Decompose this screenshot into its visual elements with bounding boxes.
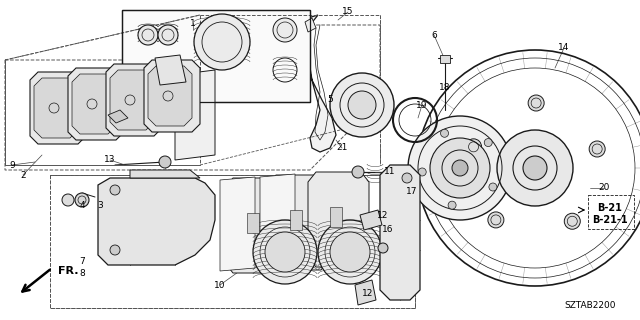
Polygon shape (106, 64, 162, 136)
Text: B-21-1: B-21-1 (592, 215, 628, 225)
Text: 3: 3 (97, 201, 103, 210)
Text: 18: 18 (439, 84, 451, 92)
Circle shape (488, 212, 504, 228)
Polygon shape (360, 210, 382, 230)
Circle shape (528, 95, 544, 111)
Polygon shape (247, 213, 259, 233)
Polygon shape (225, 178, 286, 273)
Polygon shape (30, 72, 86, 144)
Text: 13: 13 (104, 156, 116, 164)
Text: 14: 14 (558, 44, 570, 52)
Polygon shape (220, 177, 255, 271)
Circle shape (418, 168, 426, 176)
Text: 10: 10 (214, 281, 226, 290)
Circle shape (452, 160, 468, 176)
Polygon shape (290, 210, 302, 230)
Polygon shape (34, 78, 78, 138)
Polygon shape (110, 70, 154, 130)
Polygon shape (305, 18, 316, 32)
Polygon shape (355, 280, 376, 305)
Text: 16: 16 (382, 226, 394, 235)
Circle shape (265, 232, 305, 272)
Polygon shape (130, 170, 200, 178)
Polygon shape (68, 68, 124, 140)
Circle shape (330, 232, 370, 272)
Circle shape (440, 129, 449, 137)
Text: 2: 2 (20, 171, 26, 180)
Text: 5: 5 (327, 95, 333, 105)
Bar (440, 55, 450, 63)
Circle shape (497, 130, 573, 206)
Polygon shape (260, 174, 295, 268)
Text: 1: 1 (190, 19, 196, 28)
Circle shape (273, 18, 297, 42)
Circle shape (110, 185, 120, 195)
Bar (122, 10, 310, 102)
Circle shape (318, 220, 382, 284)
Circle shape (465, 139, 481, 155)
Polygon shape (108, 110, 128, 123)
Polygon shape (175, 70, 215, 160)
Text: 12: 12 (362, 290, 374, 299)
Bar (122, 10, 310, 102)
Circle shape (253, 220, 317, 284)
Circle shape (378, 243, 388, 253)
Polygon shape (98, 178, 215, 265)
Text: FR.: FR. (58, 266, 79, 276)
Polygon shape (148, 66, 192, 126)
Circle shape (448, 201, 456, 209)
Circle shape (159, 156, 171, 168)
Polygon shape (380, 165, 420, 300)
Circle shape (330, 73, 394, 137)
Text: 11: 11 (384, 167, 396, 177)
Text: 19: 19 (416, 100, 428, 109)
Polygon shape (330, 207, 342, 227)
Text: 4: 4 (79, 201, 85, 210)
Circle shape (408, 116, 512, 220)
Bar (588, 195, 634, 229)
Polygon shape (72, 74, 116, 134)
Circle shape (352, 166, 364, 178)
Circle shape (402, 173, 412, 183)
Polygon shape (144, 60, 200, 132)
Text: 21: 21 (336, 143, 348, 153)
Circle shape (138, 25, 158, 45)
Text: SZTAB2200: SZTAB2200 (564, 301, 616, 310)
Circle shape (194, 14, 250, 70)
Circle shape (75, 193, 89, 207)
Polygon shape (308, 172, 369, 267)
Circle shape (489, 183, 497, 191)
Text: 7: 7 (79, 258, 85, 267)
Text: 17: 17 (406, 188, 418, 196)
Text: 15: 15 (342, 7, 354, 17)
Polygon shape (155, 55, 186, 85)
Polygon shape (268, 175, 329, 270)
Circle shape (348, 91, 376, 119)
Text: 20: 20 (598, 183, 610, 193)
Text: 8: 8 (79, 269, 85, 278)
Polygon shape (305, 15, 336, 152)
Text: 9: 9 (9, 161, 15, 170)
Circle shape (589, 141, 605, 157)
Circle shape (523, 156, 547, 180)
Circle shape (110, 245, 120, 255)
Circle shape (430, 138, 490, 198)
Text: 12: 12 (378, 211, 388, 220)
Circle shape (564, 213, 580, 229)
Circle shape (158, 25, 178, 45)
Circle shape (484, 139, 492, 147)
Text: B-21: B-21 (598, 203, 623, 213)
Circle shape (62, 194, 74, 206)
Text: 6: 6 (431, 30, 437, 39)
